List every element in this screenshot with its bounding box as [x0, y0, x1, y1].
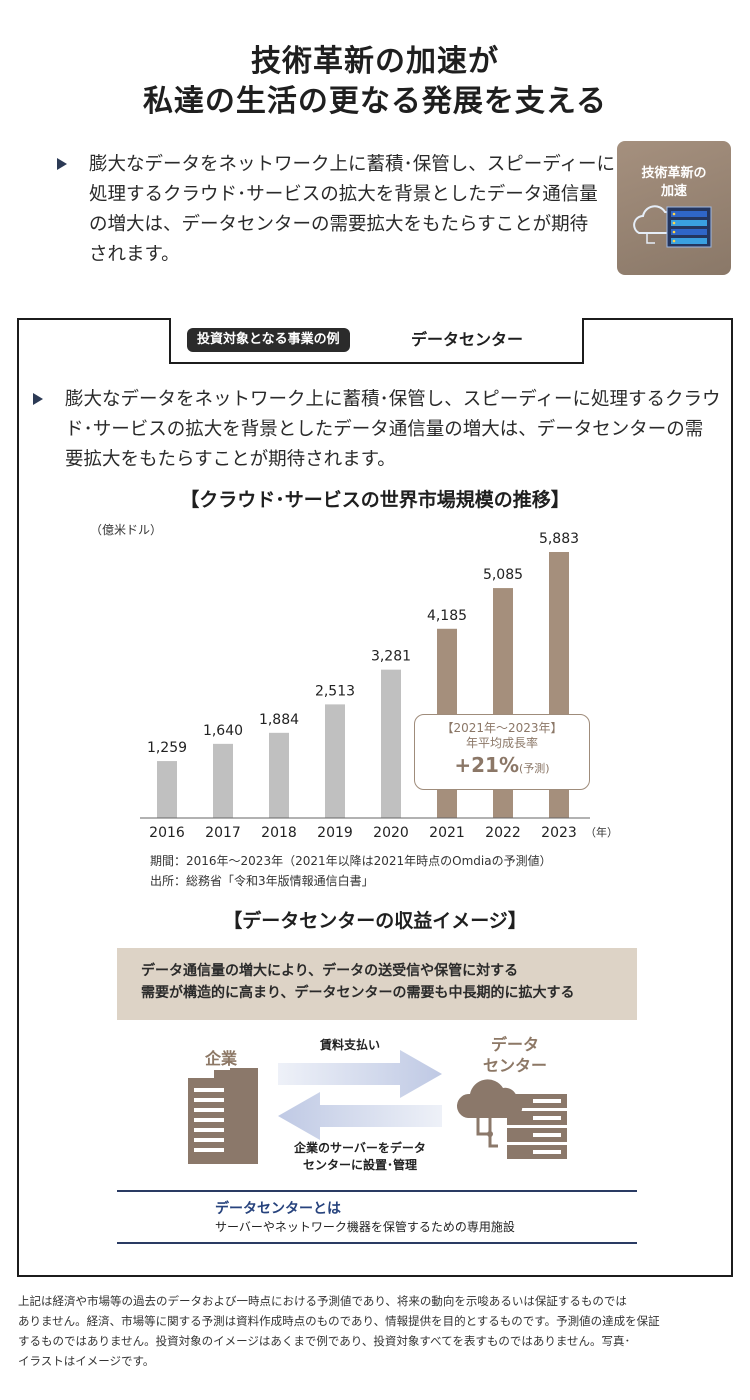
revenue-line-2: 需要が構造的に高まり、データセンターの需要も中長期的に拡大する	[141, 985, 575, 1001]
intro-line-2: 処理するクラウド･サービスの拡大を背景としたデータ通信量	[89, 184, 598, 205]
page-title: 技術革新の加速が 私達の生活の更なる発展を支える	[0, 42, 750, 122]
datacenter-label-line-1: データ	[490, 1035, 539, 1054]
rent-payment-label: 賃料支払い	[320, 1038, 381, 1052]
callout-period: 【2021年～2023年】	[441, 721, 563, 735]
chart-y-unit: （億米ドル）	[90, 523, 163, 537]
chart-period-note: 期間：2016年～2023年（2021年以降は2021年時点のOmdiaの予測値…	[150, 854, 552, 868]
intro-line-3: の増大は、データセンターの需要拡大をもたらすことが期待	[89, 214, 589, 235]
chart-title: 【クラウド･サービスの世界市場規模の推移】	[180, 489, 570, 511]
case-paragraph: 膨大なデータをネットワーク上に蓄積･保管し、スピーディーに処理するクラウ ド･サ…	[33, 385, 733, 475]
tag-line-2: 加速	[660, 184, 687, 199]
callout-note: (予測)	[519, 762, 550, 775]
datacenter-definition: データセンターとは サーバーやネットワーク機器を保管するための専用施設	[117, 1190, 637, 1244]
callout-value: +21%(予測)	[415, 751, 589, 783]
title-line-1: 技術革新の加速が	[251, 44, 499, 79]
bullet-triangle-icon	[57, 158, 67, 170]
disclaimer: 上記は経済や市場等の過去のデータおよび一時点における予測値であり、将来の動向を示…	[18, 1291, 734, 1371]
cloud-server-icon	[633, 205, 712, 248]
tag-line-1: 技術革新の	[641, 166, 707, 181]
bullet-triangle-icon	[33, 393, 43, 405]
tag-label: 技術革新の 加速	[617, 165, 731, 201]
investment-case-header: 投資対象となる事業の例 データセンター	[169, 318, 584, 364]
revenue-line-1: データ通信量の増大により、データの送受信や保管に対する	[141, 963, 519, 979]
intro-line-4: されます。	[89, 244, 180, 265]
revenue-summary-box: データ通信量の増大により、データの送受信や保管に対する 需要が構造的に高まり、デ…	[117, 948, 637, 1020]
case-pill: 投資対象となる事業の例	[187, 328, 350, 352]
case-line-2: ド･サービスの拡大を背景としたデータ通信量の増大は、データセンターの需	[65, 419, 704, 440]
disclaimer-line-4: イラストはイメージです。	[18, 1354, 155, 1368]
datacenter-label-line-2: センター	[482, 1056, 547, 1075]
datacenter-label: データ センター	[465, 1034, 565, 1076]
intro-paragraph: 膨大なデータをネットワーク上に蓄積･保管し、スピーディーに 処理するクラウド･サ…	[57, 150, 617, 270]
title-line-2: 私達の生活の更なる発展を支える	[142, 84, 608, 119]
definition-description: サーバーやネットワーク機器を保管するための専用施設	[215, 1220, 515, 1234]
server-hosting-line-2: センターに設置･管理	[302, 1158, 417, 1172]
callout-label: 年平均成長率	[465, 736, 538, 750]
case-name: データセンター	[411, 330, 524, 349]
growth-rate-callout: 【2021年～2023年】 年平均成長率 +21%(予測)	[414, 714, 590, 790]
disclaimer-line-2: ありません。経済、市場等に関する予測は資料作成時点のものであり、情報提供を目的と…	[18, 1314, 660, 1328]
definition-term: データセンターとは	[215, 1201, 341, 1217]
chart-source-note: 出所：総務省「令和3年版情報通信白書」	[150, 874, 374, 888]
server-hosting-line-1: 企業のサーバーをデータ	[294, 1141, 426, 1155]
company-label: 企業	[205, 1049, 238, 1068]
disclaimer-line-3: するものではありません。投資対象のイメージはあくまで例であり、投資対象すべてを表…	[18, 1334, 631, 1348]
theme-tag-card: 技術革新の 加速	[617, 141, 731, 275]
intro-line-1: 膨大なデータをネットワーク上に蓄積･保管し、スピーディーに	[89, 154, 615, 175]
server-hosting-label: 企業のサーバーをデータ センターに設置･管理	[270, 1140, 450, 1174]
case-line-1: 膨大なデータをネットワーク上に蓄積･保管し、スピーディーに処理するクラウ	[65, 389, 721, 410]
revenue-title: 【データセンターの収益イメージ】	[223, 910, 527, 932]
case-line-3: 要拡大をもたらすことが期待されます。	[65, 449, 396, 470]
callout-rate: +21%	[454, 753, 520, 777]
disclaimer-line-1: 上記は経済や市場等の過去のデータおよび一時点における予測値であり、将来の動向を示…	[18, 1294, 627, 1308]
